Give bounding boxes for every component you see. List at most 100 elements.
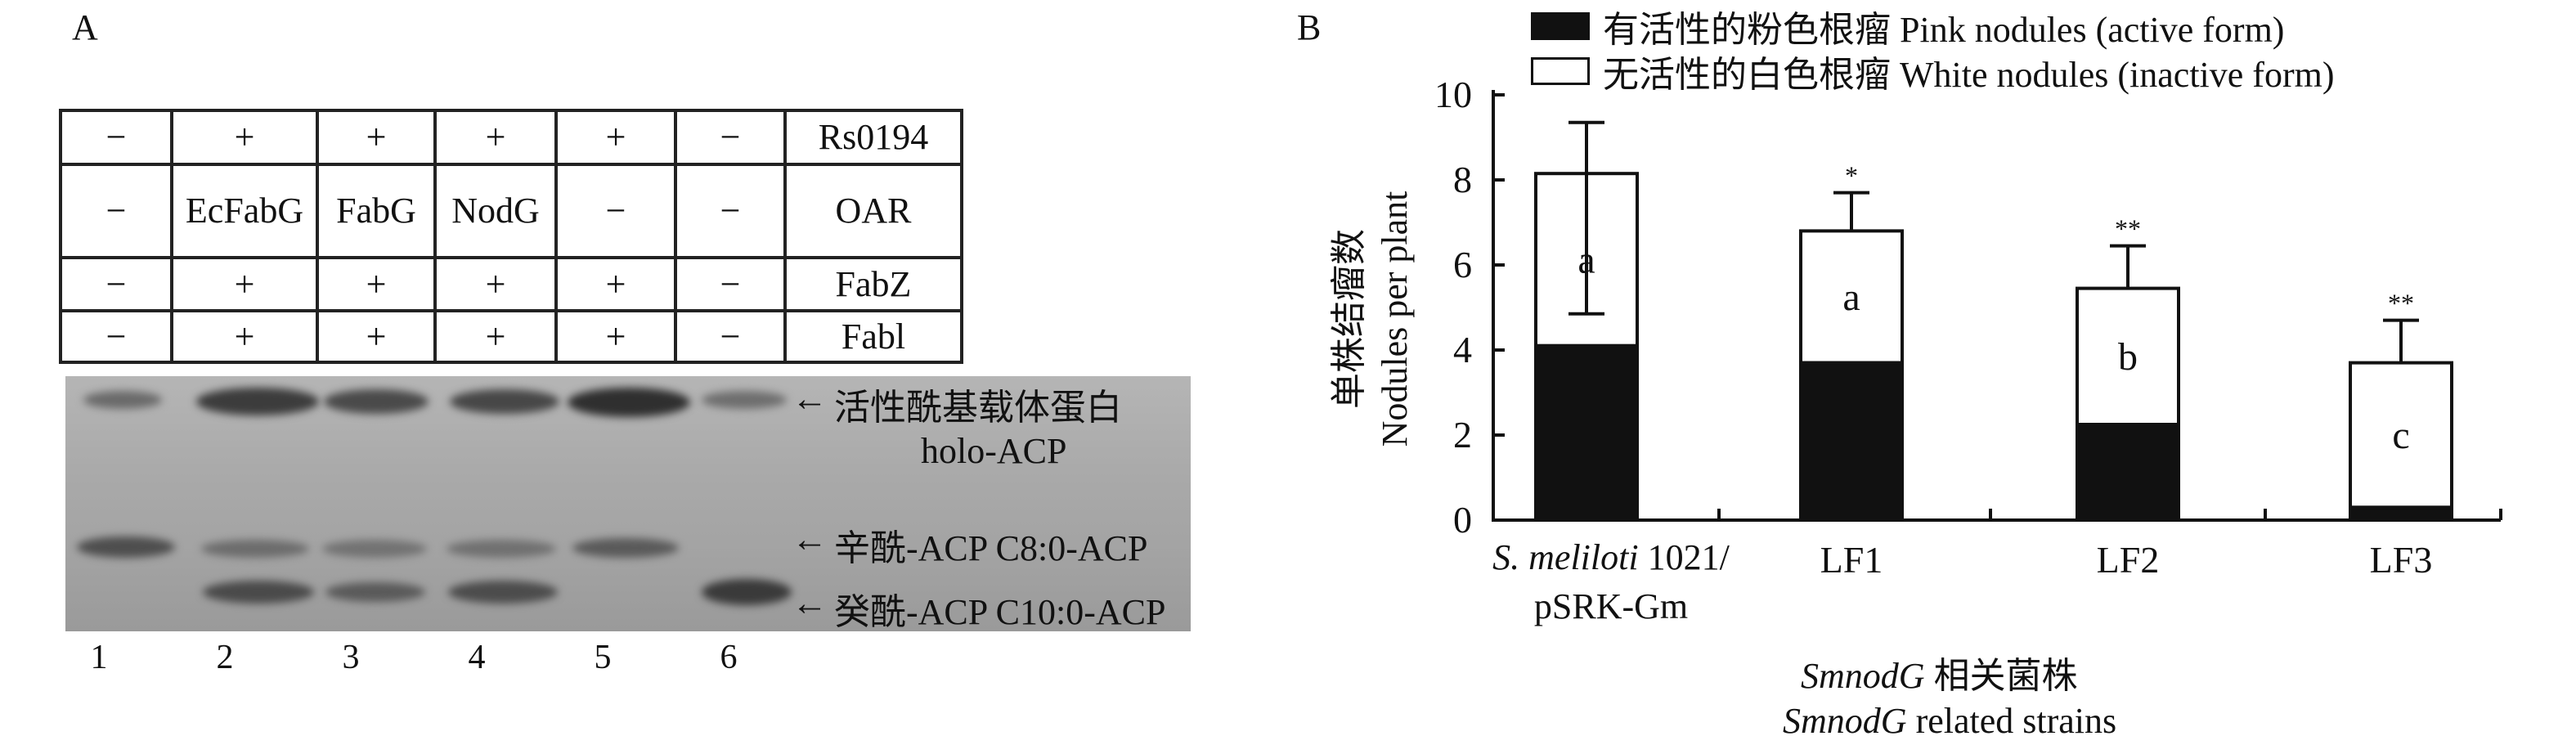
table-cell: + (605, 316, 626, 357)
lane-number: 3 (342, 639, 360, 676)
table-cell: + (234, 316, 255, 357)
x-axis-title-en: SmnodG related strains (1783, 700, 2116, 742)
table-rule (554, 109, 558, 364)
table-cell: − (105, 190, 127, 231)
table-cell: − (720, 316, 741, 357)
legend-label: 有活性的粉色根瘤 Pink nodules (active form) (1603, 10, 2285, 50)
gel-band (325, 582, 425, 602)
table-cell: EcFabG (185, 190, 304, 231)
gel-band (203, 581, 314, 604)
legend-swatch (1531, 12, 1590, 40)
table-cell: − (720, 190, 741, 231)
species-name: S. meliloti (1492, 537, 1639, 577)
band-label-cn: 癸酰-ACP (834, 592, 987, 632)
group-letter: a (1577, 239, 1595, 282)
bar-active (1534, 343, 1639, 522)
table-rule (170, 109, 173, 364)
table-cell: + (366, 316, 387, 357)
table-cell: − (605, 190, 626, 231)
bar-inactive (2349, 361, 2453, 509)
significance-mark: ** (2115, 214, 2141, 244)
band-label-en: holo-ACP (921, 431, 1067, 471)
band-label-en: C8:0-ACP (995, 528, 1148, 568)
x-tick-label: LF2 (2097, 539, 2160, 581)
table-rule (59, 163, 963, 166)
table-cell: + (366, 263, 387, 304)
significance-mark: * (1845, 161, 1858, 191)
legend: 有活性的粉色根瘤 Pink nodules (active form) 无活性的… (1531, 5, 2334, 95)
y-tick-label: 2 (1453, 414, 1472, 456)
table-cell: + (605, 263, 626, 304)
x-tick-label: S. meliloti 1021/ pSRK-Gm (1447, 533, 1775, 631)
table-rule (783, 109, 787, 364)
band-label-cn: 辛酰-ACP (834, 528, 987, 568)
table-row-name: FabZ (835, 263, 912, 304)
gel-band (572, 538, 679, 558)
group-letter: c (2392, 414, 2409, 457)
table-row-name: Rs0194 (818, 116, 929, 157)
table-rule (960, 109, 963, 364)
table-rule (59, 309, 963, 312)
x-axis-title-cn-text: 相关菌株 (1924, 656, 2078, 696)
gene-name: SmnodG (1801, 656, 1925, 696)
significance-mark: ** (2388, 289, 2414, 318)
table-cell: + (485, 316, 506, 357)
lane-number: 4 (468, 639, 486, 676)
y-tick-label: 0 (1453, 499, 1472, 541)
y-tick-label: 6 (1453, 244, 1472, 285)
legend-item: 无活性的白色根瘤 White nodules (inactive form) (1531, 47, 2334, 95)
table-cell: + (366, 116, 387, 157)
lane-number: 2 (216, 639, 234, 676)
bar-active (1799, 361, 1904, 522)
lane-number: 5 (594, 639, 612, 676)
table-cell: − (105, 263, 127, 304)
table-cell: + (485, 116, 506, 157)
band-label: 癸酰-ACP C10:0-ACP (834, 582, 1165, 635)
gel-band (77, 536, 175, 558)
gel-band (322, 540, 427, 558)
group-letter: b (2118, 335, 2138, 379)
table-cell: NodG (451, 190, 540, 231)
y-tick-label: 10 (1434, 74, 1472, 115)
gel-band (568, 388, 690, 417)
arrow-left-icon: ← (792, 519, 828, 559)
table-rule (59, 361, 963, 364)
legend-swatch (1531, 57, 1590, 85)
bar-active (2349, 505, 2453, 523)
x-tick-label: LF3 (2370, 539, 2433, 581)
x-tick-label: LF1 (1820, 539, 1883, 581)
table-cell: + (234, 263, 255, 304)
legend-label: 无活性的白色根瘤 White nodules (inactive form) (1603, 55, 2335, 95)
table-cell: FabG (336, 190, 416, 231)
lane-number: 1 (90, 639, 108, 676)
table-rule (59, 109, 963, 112)
arrow-left-icon: ← (792, 583, 828, 623)
table-rule (316, 109, 319, 364)
gel-band (450, 389, 559, 414)
table-rule (674, 109, 677, 364)
gel-band (702, 579, 792, 605)
gel-band (448, 581, 558, 604)
table-rule (59, 109, 62, 364)
y-tick-label: 4 (1453, 329, 1472, 370)
panel-a-label: A (72, 7, 98, 47)
arrow-left-icon: ← (792, 379, 828, 419)
gel-band (324, 389, 429, 414)
plasmid-name: pSRK-Gm (1533, 586, 1689, 626)
reaction-table: − + + + + − Rs0194 − EcFabG FabG NodG − … (59, 109, 963, 364)
band-label: 辛酰-ACP C8:0-ACP (834, 518, 1147, 571)
band-label-cn: 活性酰基载体蛋白 (834, 388, 1122, 428)
gel-band (447, 540, 556, 558)
gene-name: SmnodG (1783, 701, 1907, 741)
gel-band (83, 391, 162, 409)
table-cell: − (720, 116, 741, 157)
panel-b-label: B (1297, 7, 1322, 47)
strain-id: 1021/ (1638, 537, 1730, 577)
table-rule (433, 109, 437, 364)
y-tick-label: 8 (1453, 159, 1472, 200)
table-cell: − (105, 316, 127, 357)
table-row-name: OAR (835, 190, 912, 231)
bar-inactive (2076, 286, 2180, 426)
table-row-name: Fabl (841, 316, 906, 357)
